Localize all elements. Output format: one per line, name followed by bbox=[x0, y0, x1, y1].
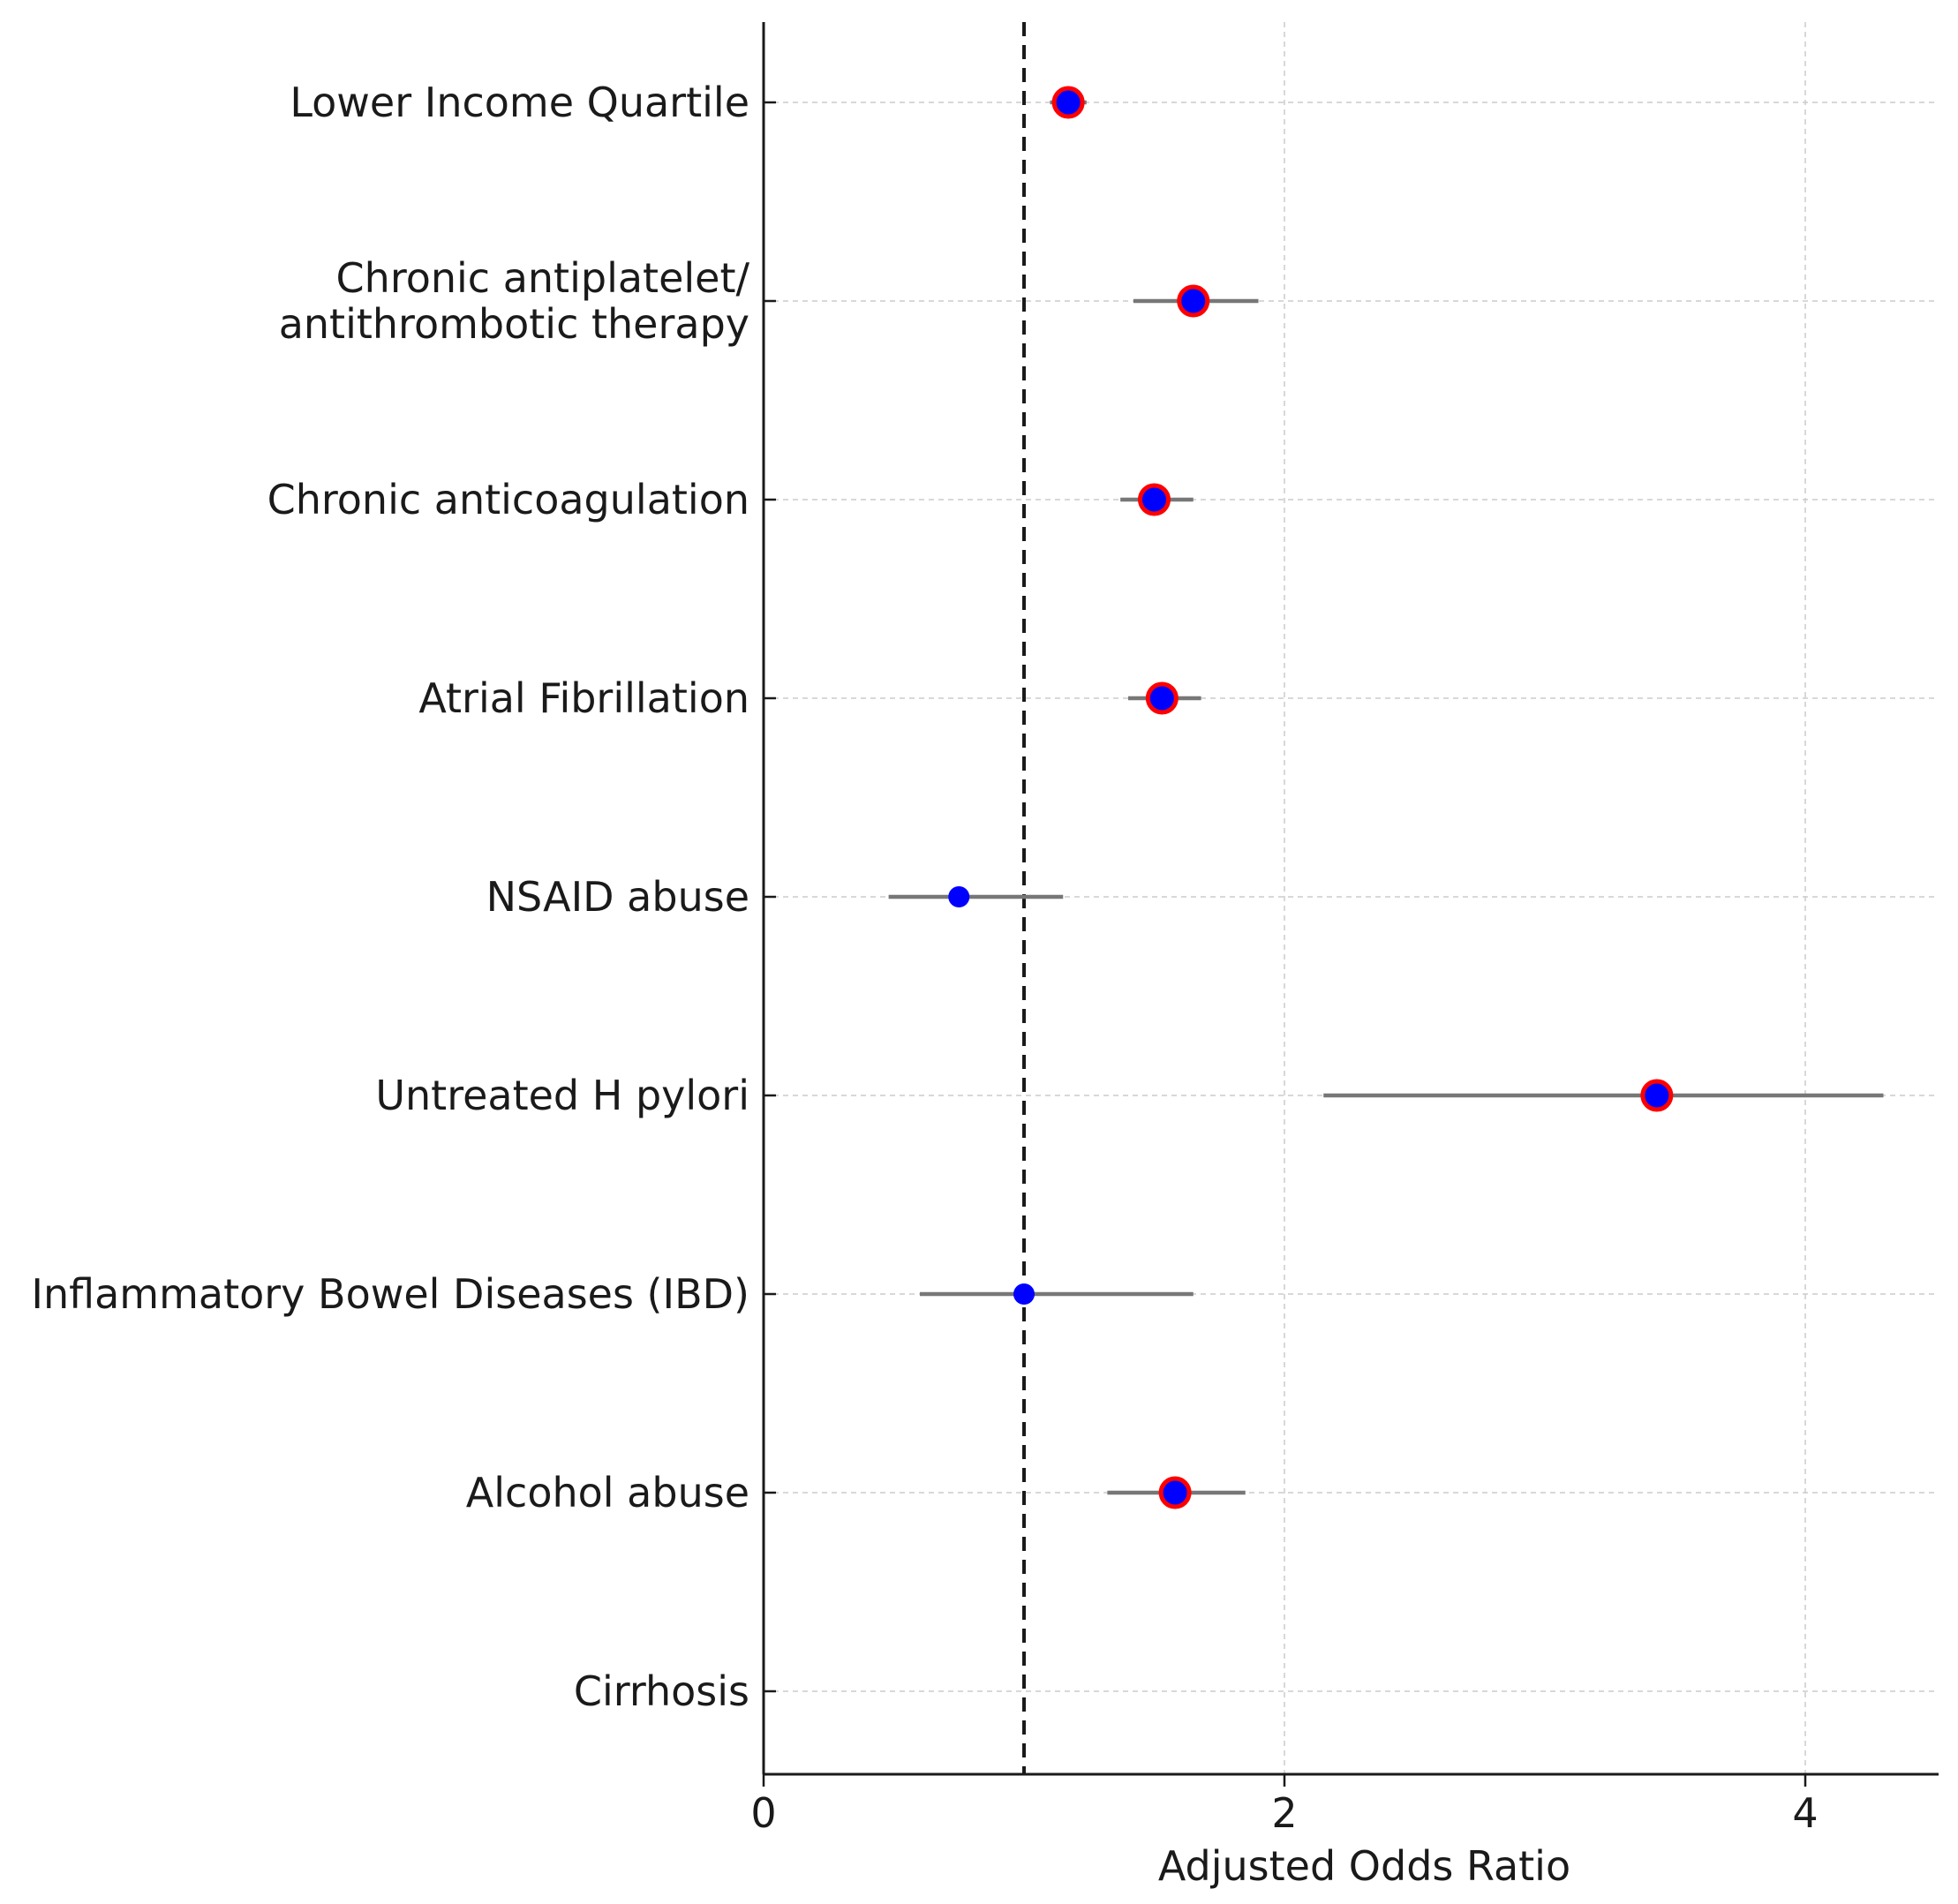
point-estimates bbox=[948, 86, 1674, 1509]
category-label: Atrial Fibrillation bbox=[418, 674, 749, 722]
category-labels: Lower Income Quartile Chronic antiplatele… bbox=[31, 79, 749, 1715]
category-label: Alcohol abuse bbox=[466, 1469, 749, 1516]
x-tick-label: 4 bbox=[1792, 1789, 1818, 1837]
odds-ratio-point bbox=[948, 886, 970, 907]
axes bbox=[762, 22, 1939, 1787]
x-axis-label: Adjusted Odds Ratio bbox=[1158, 1842, 1570, 1890]
category-label: Untreated H pylori bbox=[375, 1072, 749, 1119]
category-label: Inflammatory Bowel Diseases (IBD) bbox=[31, 1270, 749, 1318]
odds-ratio-point bbox=[1013, 1283, 1035, 1305]
category-label: Lower Income Quartile bbox=[290, 79, 749, 126]
x-tick-label: 2 bbox=[1271, 1789, 1297, 1837]
odds-ratio-point bbox=[1158, 1476, 1192, 1509]
category-label: Chronic anticoagulation bbox=[267, 476, 749, 523]
category-label: NSAID abuse bbox=[486, 873, 749, 921]
odds-ratio-point bbox=[1177, 284, 1210, 318]
category-label: Cirrhosis bbox=[574, 1667, 749, 1715]
odds-ratio-point bbox=[1051, 86, 1085, 119]
category-label: Chronic antiplatelet/antithrombotic ther… bbox=[279, 254, 750, 348]
x-tick-labels: 02468 bbox=[750, 1789, 1818, 1837]
x-tick-label: 0 bbox=[750, 1789, 776, 1837]
odds-ratio-point bbox=[1138, 483, 1171, 516]
odds-ratio-point bbox=[1640, 1079, 1674, 1112]
odds-ratio-point bbox=[1145, 681, 1179, 715]
